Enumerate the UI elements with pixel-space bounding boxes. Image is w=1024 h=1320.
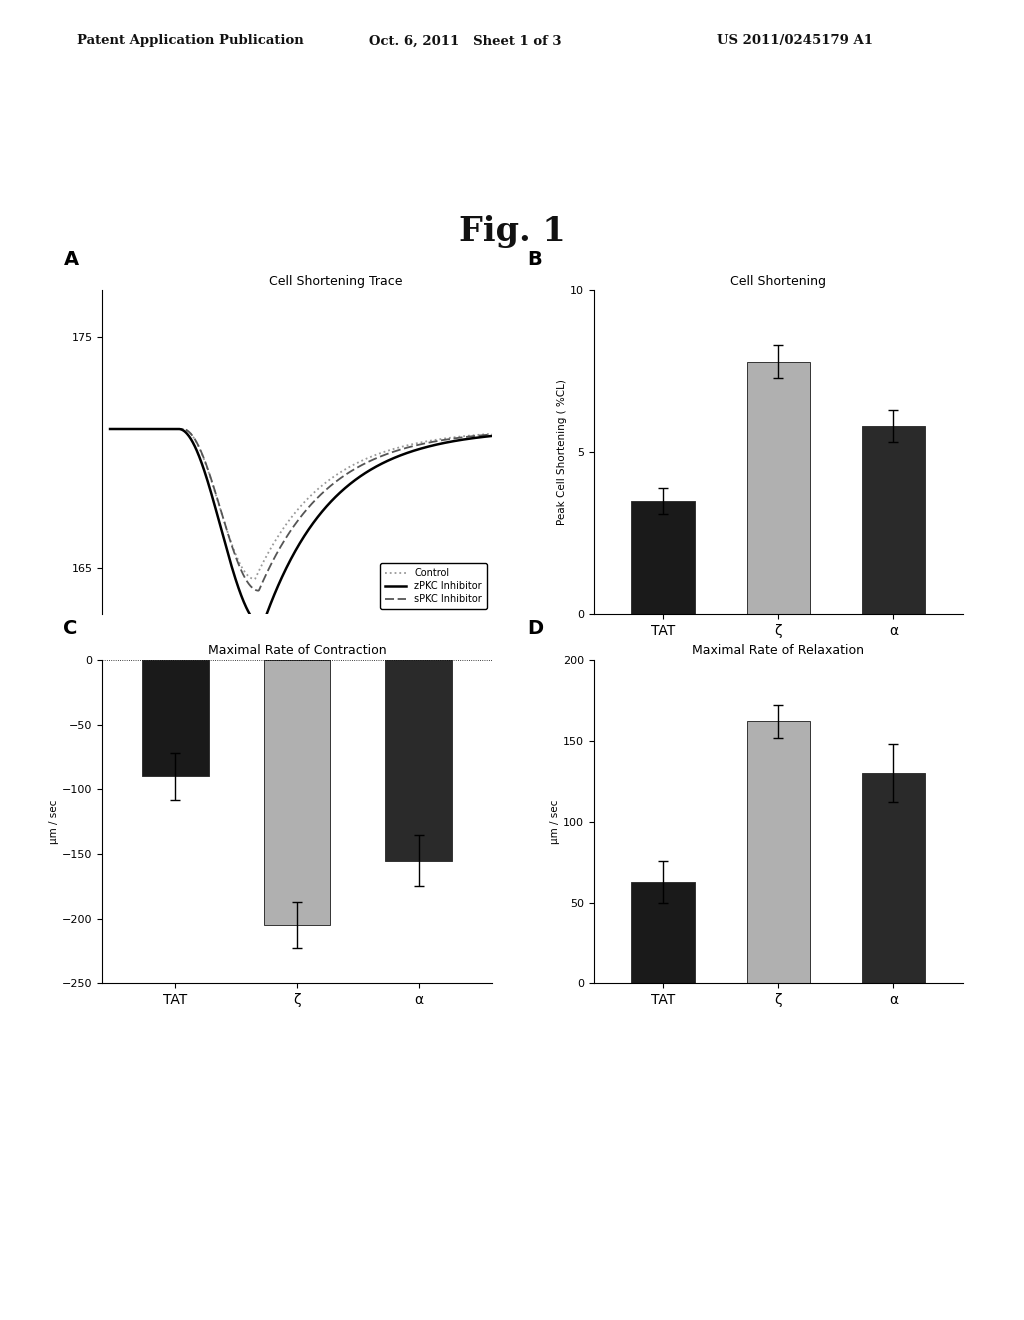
Text: Fig. 1: Fig. 1 bbox=[459, 214, 565, 248]
Title: Cell Shortening: Cell Shortening bbox=[730, 275, 826, 288]
Text: B: B bbox=[527, 249, 543, 268]
Legend: Control, zPKC Inhibitor, sPKC Inhibitor: Control, zPKC Inhibitor, sPKC Inhibitor bbox=[380, 564, 486, 609]
Y-axis label: Peak Cell Shortening ( %CL): Peak Cell Shortening ( %CL) bbox=[557, 379, 567, 525]
Y-axis label: μm / sec: μm / sec bbox=[49, 800, 59, 843]
Bar bbox=[862, 774, 925, 983]
Text: Patent Application Publication: Patent Application Publication bbox=[77, 34, 303, 48]
Text: A: A bbox=[63, 249, 79, 268]
Bar bbox=[746, 722, 810, 983]
Bar bbox=[862, 426, 925, 614]
Text: C: C bbox=[63, 619, 78, 638]
Text: D: D bbox=[527, 619, 544, 638]
Text: US 2011/0245179 A1: US 2011/0245179 A1 bbox=[717, 34, 872, 48]
Bar bbox=[263, 660, 331, 925]
Title: Maximal Rate of Contraction: Maximal Rate of Contraction bbox=[208, 644, 386, 657]
Bar bbox=[385, 660, 452, 861]
Title: Maximal Rate of Relaxation: Maximal Rate of Relaxation bbox=[692, 644, 864, 657]
Bar bbox=[142, 660, 209, 776]
Y-axis label: μm / sec: μm / sec bbox=[550, 800, 560, 843]
Bar bbox=[632, 882, 694, 983]
Text: Oct. 6, 2011   Sheet 1 of 3: Oct. 6, 2011 Sheet 1 of 3 bbox=[369, 34, 561, 48]
Title: Cell Shortening Trace: Cell Shortening Trace bbox=[269, 275, 402, 288]
Bar bbox=[746, 362, 810, 614]
Bar bbox=[632, 500, 694, 614]
